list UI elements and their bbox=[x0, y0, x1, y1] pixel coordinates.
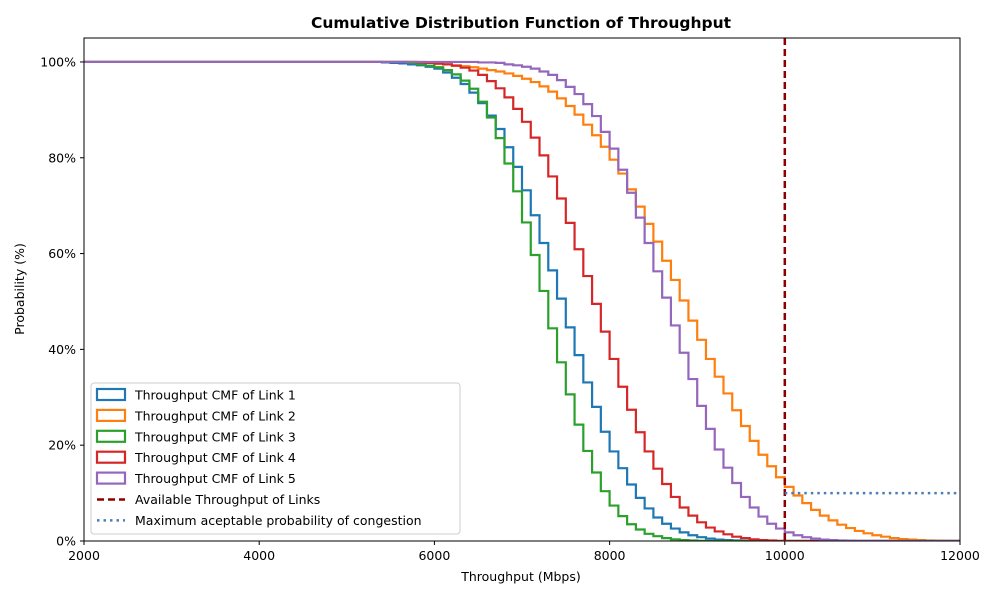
legend-entry-label: Throughput CMF of Link 4 bbox=[134, 450, 296, 465]
x-tick-label: 6000 bbox=[418, 548, 450, 563]
y-tick-label: 100% bbox=[40, 54, 76, 69]
legend-entry-label: Throughput CMF of Link 5 bbox=[134, 471, 296, 486]
legend-entry-label: Available Throughput of Links bbox=[135, 492, 320, 507]
plot-frame bbox=[83, 37, 961, 542]
x-axis-ticks: 2000 4000 6000 8000 10000 12000 bbox=[68, 541, 980, 563]
y-tick-label: 0% bbox=[56, 534, 76, 549]
legend-entry-label: Maximum aceptable probability of congest… bbox=[135, 513, 422, 528]
x-tick-label: 4000 bbox=[243, 548, 275, 563]
legend-box bbox=[90, 382, 461, 535]
legend-entry-label: Throughput CMF of Link 1 bbox=[134, 388, 296, 403]
y-axis-ticks: 0% 20% 40% 60% 80% 100% bbox=[40, 54, 84, 549]
legend-entry-label: Throughput CMF of Link 3 bbox=[134, 429, 296, 444]
cmf-link-4-line bbox=[84, 60, 960, 541]
cmf-link-5-line bbox=[84, 60, 960, 541]
legend-entry-label: Throughput CMF of Link 2 bbox=[134, 408, 296, 423]
legend-swatch bbox=[95, 387, 127, 402]
x-axis-label: Throughput (Mbps) bbox=[460, 569, 581, 584]
plot-series bbox=[84, 38, 960, 541]
cmf-link-3-line bbox=[84, 60, 960, 541]
chart-title: Cumulative Distribution Function of Thro… bbox=[311, 14, 732, 32]
x-tick-label: 2000 bbox=[68, 548, 100, 563]
legend-swatch bbox=[95, 471, 127, 485]
legend-swatch bbox=[95, 450, 127, 464]
y-tick-label: 40% bbox=[48, 342, 76, 357]
legend-swatch bbox=[95, 429, 127, 443]
y-axis-label: Probability (%) bbox=[12, 243, 27, 335]
cmf-link-2-line bbox=[84, 60, 960, 541]
x-tick-label: 8000 bbox=[594, 548, 626, 563]
legend: Throughput CMF of Link 1 Throughput CMF o… bbox=[90, 382, 461, 535]
y-tick-label: 20% bbox=[48, 438, 76, 453]
x-tick-label: 12000 bbox=[940, 548, 980, 563]
legend-swatch bbox=[95, 408, 127, 422]
y-tick-label: 80% bbox=[48, 150, 76, 165]
y-tick-label: 60% bbox=[48, 246, 76, 261]
x-tick-label: 10000 bbox=[765, 548, 805, 563]
